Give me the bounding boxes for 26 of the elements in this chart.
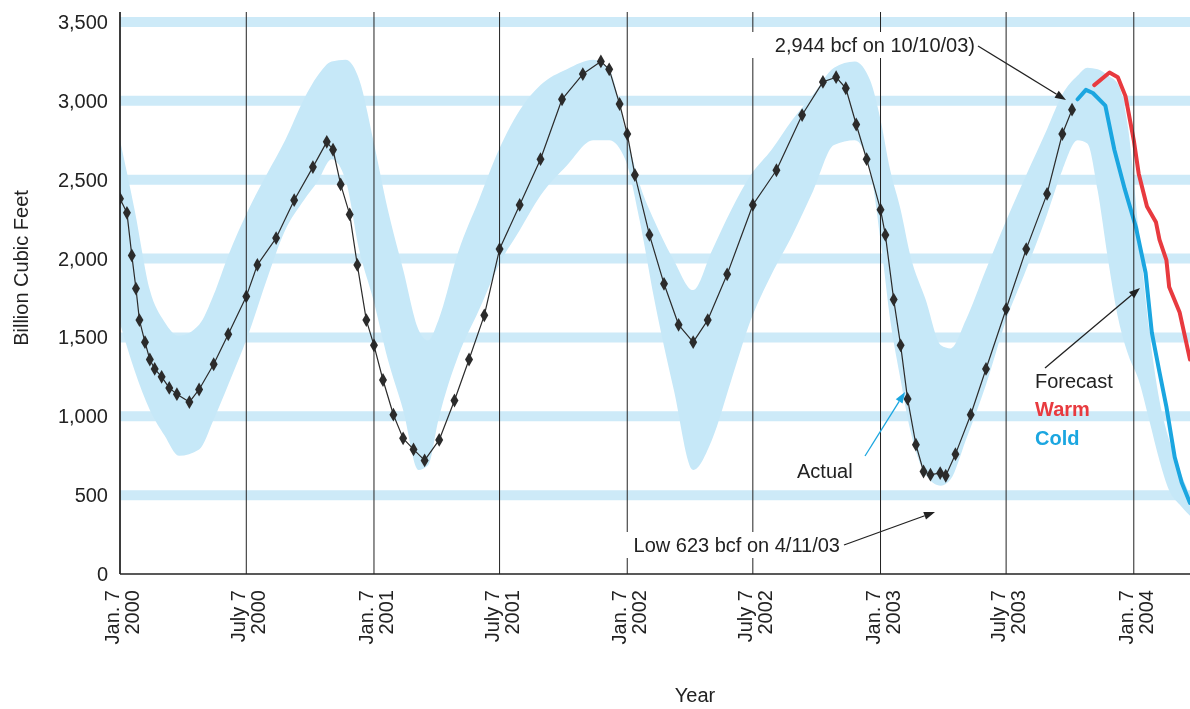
annotation: 2,944 bcf on 10/10/03) bbox=[774, 34, 975, 56]
y-tick-label: 1,000 bbox=[57, 405, 108, 428]
text: Warm bbox=[1035, 398, 1090, 420]
x-tick-label: July 7 2001 bbox=[480, 590, 523, 643]
x-tick-label: July 7 2002 bbox=[733, 590, 776, 643]
x-axis-title: Year bbox=[674, 684, 716, 706]
y-tick-label: 500 bbox=[74, 484, 108, 507]
annotation: Forecast bbox=[1035, 370, 1114, 392]
y-tick-label: 0 bbox=[96, 563, 108, 585]
line-series bbox=[1092, 70, 1190, 362]
y-tick-label: 2,000 bbox=[57, 247, 108, 270]
annotation: Low 623 bcf on 4/11/03 bbox=[633, 534, 840, 556]
y-tick-label: 2,500 bbox=[57, 168, 108, 191]
x-tick-label: July 7 2003 bbox=[987, 590, 1030, 643]
x-tick-label: Jan. 7 2002 bbox=[608, 590, 651, 645]
y-axis-title: Billion Cubic Feet bbox=[10, 189, 32, 346]
x-tick-label: Jan. 7 2001 bbox=[354, 590, 397, 645]
x-tick-label: July 7 2000 bbox=[227, 590, 270, 643]
x-tick-label: Jan. 7 2003 bbox=[861, 590, 904, 645]
x-tick-label: Jan. 7 2000 bbox=[101, 590, 143, 645]
y-tick-label: 3,500 bbox=[57, 11, 108, 33]
x-tick-label: Jan. 7 2004 bbox=[1114, 590, 1157, 645]
text: Actual bbox=[797, 460, 853, 482]
y-tick-label: 1,500 bbox=[57, 326, 108, 349]
y-tick-label: 3,000 bbox=[57, 89, 108, 112]
text: Cold bbox=[1035, 427, 1080, 449]
